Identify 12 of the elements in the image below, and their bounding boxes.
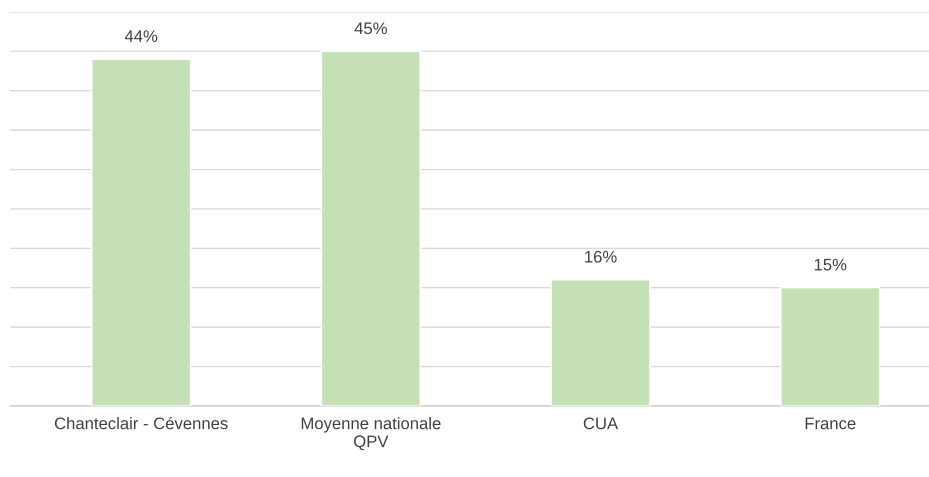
data-label: 16%: [585, 250, 617, 263]
x-tick-label: Chanteclair - Cévennes: [54, 416, 228, 430]
x-tick-label: Moyenne nationale QPV: [302, 417, 441, 450]
bar: [550, 279, 651, 406]
data-label: 44%: [124, 30, 158, 42]
x-tick-label: France: [806, 418, 856, 430]
bar: [91, 58, 192, 406]
bar: [780, 287, 880, 406]
bar: [320, 50, 421, 406]
data-label: 45%: [354, 22, 387, 34]
x-tick-label: CUA: [584, 417, 618, 430]
data-label: 15%: [814, 258, 846, 271]
